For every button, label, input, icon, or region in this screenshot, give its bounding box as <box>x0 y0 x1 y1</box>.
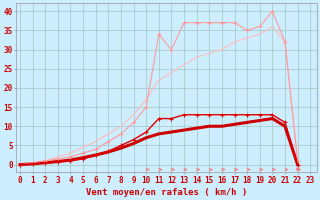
X-axis label: Vent moyen/en rafales ( km/h ): Vent moyen/en rafales ( km/h ) <box>86 188 247 197</box>
